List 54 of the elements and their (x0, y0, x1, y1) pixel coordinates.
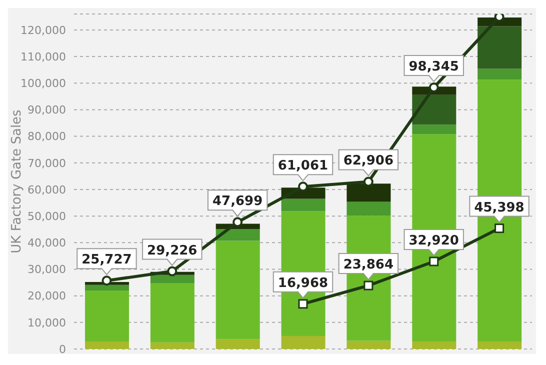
point (494, 224, 504, 234)
y-tick-label: 80,000 (28, 130, 66, 144)
bar (85, 284, 129, 291)
y-tick-label: 90,000 (28, 104, 66, 117)
data-label: 16,968 (278, 276, 328, 291)
bar (412, 342, 456, 349)
point (428, 82, 439, 93)
bar (412, 124, 456, 134)
data-label: 23,864 (343, 258, 394, 273)
y-tick-label: 60,000 (28, 183, 66, 196)
point (102, 276, 112, 286)
bar (150, 342, 194, 349)
y-tick-label: 20,000 (28, 290, 66, 303)
point (232, 217, 243, 228)
y-tick-label: 50,000 (28, 210, 66, 223)
bar (216, 240, 260, 340)
point (363, 176, 374, 187)
bar (85, 290, 129, 342)
bar (216, 229, 260, 241)
data-label: 61,061 (278, 158, 328, 174)
y-tick-label: 120,000 (20, 24, 66, 37)
data-label: 98,345 (408, 60, 459, 75)
data-label: 29,226 (147, 243, 198, 258)
y-tick-label: 70,000 (28, 156, 66, 170)
point (167, 266, 178, 276)
bar (281, 198, 326, 212)
bar (216, 339, 260, 349)
y-tick-label: 30,000 (28, 263, 66, 276)
y-tick-label: 40,000 (28, 236, 66, 250)
point (429, 256, 439, 266)
y-tick-label: 0 (59, 342, 66, 356)
bar (478, 68, 522, 80)
bar (85, 342, 129, 349)
point (298, 299, 308, 309)
bar (150, 283, 194, 342)
bar (346, 340, 391, 349)
bar (412, 94, 456, 125)
bar (150, 274, 194, 284)
bar (281, 336, 326, 349)
data-label: 62,906 (343, 154, 394, 169)
point (364, 280, 374, 290)
data-label: 45,398 (474, 200, 524, 216)
bar (478, 342, 522, 349)
point (494, 14, 504, 22)
data-label: 32,920 (408, 233, 459, 248)
bar (346, 202, 391, 216)
y-tick-label: 10,000 (28, 316, 66, 330)
point (298, 182, 308, 192)
data-label: 25,727 (82, 252, 132, 268)
y-tick-label: 110,000 (20, 50, 66, 64)
data-label: 47,699 (212, 194, 263, 210)
y-axis-title: UK Factory Gate Sales (10, 109, 25, 254)
bar (478, 26, 522, 69)
y-tick-label: 100,000 (20, 77, 66, 90)
